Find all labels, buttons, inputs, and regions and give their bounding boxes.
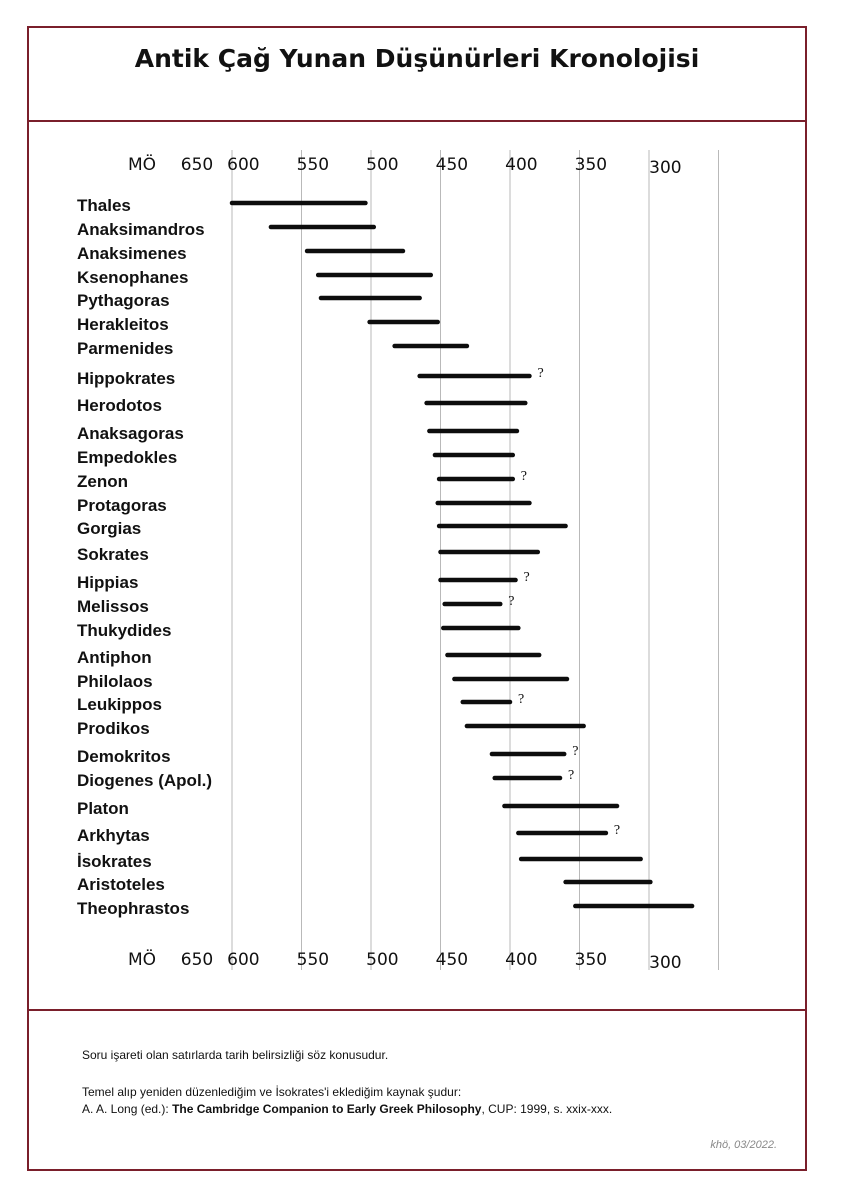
person-label-demokritos: Demokritos	[77, 747, 171, 766]
person-label-pythagoras: Pythagoras	[77, 291, 170, 310]
source-author: A. A. Long (ed.):	[82, 1102, 173, 1116]
source-rest: , CUP: 1999, s. xxix-xxx.	[481, 1102, 613, 1116]
footer-divider	[27, 1009, 807, 1011]
person-label-hippias: Hippias	[77, 573, 138, 592]
tick-label-bottom-400: 400	[505, 950, 537, 970]
person-label-thales: Thales	[77, 196, 131, 215]
tick-label-top-450: 450	[436, 155, 468, 175]
person-label-anaksimenes: Anaksimenes	[77, 244, 187, 263]
person-label-anaksagoras: Anaksagoras	[77, 424, 184, 443]
person-label-diogenes-apol: Diogenes (Apol.)	[77, 771, 212, 790]
uncertain-mark-hippias: ?	[524, 570, 530, 585]
uncertain-mark-demokritos: ?	[572, 744, 578, 759]
person-label-leukippos: Leukippos	[77, 695, 162, 714]
person-label-ksenophanes: Ksenophanes	[77, 268, 188, 287]
uncertain-mark-arkhytas: ?	[614, 823, 620, 838]
source-title: The Cambridge Companion to Early Greek P…	[172, 1102, 482, 1116]
person-label-protagoras: Protagoras	[77, 496, 167, 515]
person-label-theophrastos: Theophrastos	[77, 899, 189, 918]
person-label-hippokrates: Hippokrates	[77, 369, 175, 388]
person-label-gorgias: Gorgias	[77, 519, 141, 538]
axis-prefix-bottom: MÖ	[128, 948, 156, 970]
person-label-antiphon: Antiphon	[77, 648, 152, 667]
source-intro: Temel alıp yeniden düzenlediğim ve İsokr…	[82, 1085, 462, 1099]
person-label-herakleitos: Herakleitos	[77, 315, 169, 334]
person-label-anaksimandros: Anaksimandros	[77, 220, 205, 239]
person-label-aristoteles: Aristoteles	[77, 875, 165, 894]
person-label-prodikos: Prodikos	[77, 719, 150, 738]
uncertain-mark-leukippos: ?	[518, 692, 524, 707]
signature: khö, 03/2022.	[710, 1139, 777, 1151]
person-label-sokrates: Sokrates	[77, 545, 149, 564]
page-frame	[27, 26, 807, 1171]
page-title: Antik Çağ Yunan Düşünürleri Kronolojisi	[134, 44, 700, 73]
tick-label-top-600: 600	[227, 155, 259, 175]
tick-label-bottom-550: 550	[297, 950, 329, 970]
person-label-philolaos: Philolaos	[77, 672, 153, 691]
person-label-zenon: Zenon	[77, 472, 128, 491]
person-label-platon: Platon	[77, 799, 129, 818]
tick-label-bottom-500: 500	[366, 950, 398, 970]
uncertain-mark-hippokrates: ?	[537, 366, 543, 381]
axis-prefix-top: MÖ	[128, 153, 156, 175]
uncertainty-note: Soru işareti olan satırlarda tarih belir…	[82, 1048, 389, 1062]
tick-label-top-400: 400	[505, 155, 537, 175]
person-label-arkhytas: Arkhytas	[77, 826, 150, 845]
uncertain-mark-melissos: ?	[508, 594, 514, 609]
source-citation: A. A. Long (ed.): The Cambridge Companio…	[82, 1102, 612, 1116]
uncertain-mark-zenon: ?	[521, 469, 527, 484]
tick-label-top-550: 550	[297, 155, 329, 175]
tick-label-top-650: 650	[181, 155, 213, 175]
person-label-melissos: Melissos	[77, 597, 149, 616]
tick-label-bottom-300: 300	[649, 953, 681, 973]
tick-label-top-350: 350	[575, 155, 607, 175]
person-label-i-sokrates: İsokrates	[77, 852, 152, 871]
tick-label-bottom-450: 450	[436, 950, 468, 970]
person-label-thukydides: Thukydides	[77, 621, 171, 640]
person-label-empedokles: Empedokles	[77, 448, 177, 467]
tick-label-top-500: 500	[366, 155, 398, 175]
person-label-parmenides: Parmenides	[77, 339, 173, 358]
title-divider	[27, 120, 807, 122]
tick-label-bottom-650: 650	[181, 950, 213, 970]
tick-label-bottom-600: 600	[227, 950, 259, 970]
person-label-herodotos: Herodotos	[77, 396, 162, 415]
tick-label-top-300: 300	[649, 158, 681, 178]
tick-label-bottom-350: 350	[575, 950, 607, 970]
uncertain-mark-diogenes-apol: ?	[568, 768, 574, 783]
